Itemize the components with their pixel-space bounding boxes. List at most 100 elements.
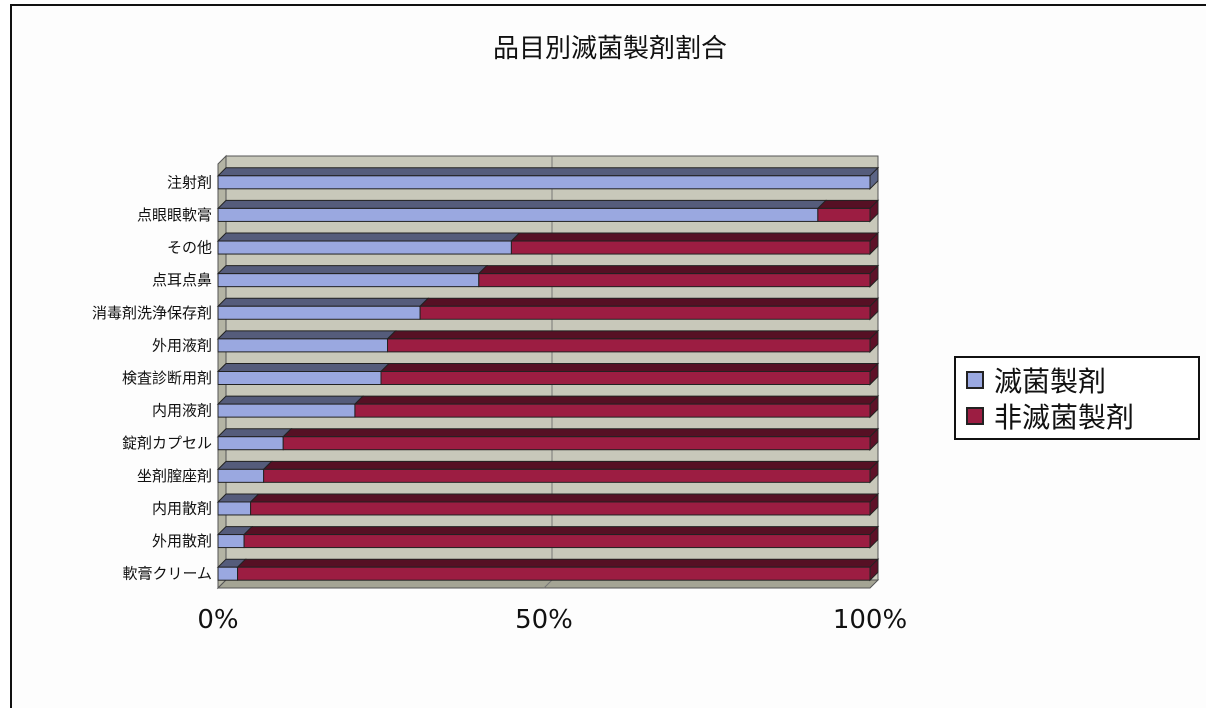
bar-nonsterile-8 bbox=[281, 427, 880, 451]
legend-item-nonsterile: 非滅菌製剤 bbox=[966, 398, 1198, 434]
x-tick-label-0: 0% bbox=[197, 605, 238, 635]
plot-area bbox=[216, 154, 880, 590]
bar-top-nonsterile-12 bbox=[236, 558, 880, 568]
bar-sterile-7 bbox=[216, 395, 365, 418]
bar-sterile-3 bbox=[216, 265, 489, 288]
bar-top-sterile-3 bbox=[216, 265, 489, 275]
x-axis-tick-labels: 0% 50% 100% bbox=[197, 605, 907, 635]
bar-top-sterile-7 bbox=[216, 395, 365, 405]
bar-nonsterile-6 bbox=[379, 362, 880, 386]
bar-side-nonsterile-11 bbox=[869, 525, 879, 549]
bar-top-nonsterile-6 bbox=[379, 363, 880, 372]
bar-sterile-1 bbox=[216, 199, 828, 222]
bar-top-nonsterile-9 bbox=[262, 460, 880, 470]
bar-top-sterile-1 bbox=[216, 199, 828, 209]
bar-side-nonsterile-12 bbox=[869, 557, 879, 582]
category-label-12: 軟膏クリーム bbox=[122, 565, 212, 583]
bar-front-nonsterile-6 bbox=[380, 371, 871, 385]
bar-nonsterile-2 bbox=[510, 231, 880, 256]
bar-nonsterile-1 bbox=[816, 199, 880, 223]
bar-top-sterile-0 bbox=[216, 167, 880, 177]
bar-sterile-4 bbox=[216, 297, 430, 320]
bar-sterile-8 bbox=[216, 428, 293, 451]
bar-side-nonsterile-3 bbox=[869, 264, 879, 288]
category-label-0: 注射剤 bbox=[167, 173, 212, 191]
bar-top-sterile-6 bbox=[216, 363, 391, 372]
bar-front-sterile-7 bbox=[217, 403, 356, 418]
bar-sterile-0 bbox=[216, 166, 880, 191]
bar-front-nonsterile-8 bbox=[282, 436, 871, 451]
category-label-2: その他 bbox=[167, 239, 212, 257]
bar-side-nonsterile-7 bbox=[869, 394, 879, 419]
gridline-50-floor bbox=[543, 579, 553, 589]
bar-top-nonsterile-11 bbox=[242, 526, 880, 536]
bar-front-nonsterile-9 bbox=[263, 468, 871, 483]
bar-top-nonsterile-10 bbox=[249, 493, 880, 503]
bar-front-sterile-6 bbox=[217, 371, 382, 385]
bar-front-sterile-3 bbox=[217, 273, 480, 288]
bar-top-sterile-8 bbox=[216, 428, 293, 438]
bar-front-sterile-11 bbox=[217, 534, 245, 549]
bar-side-nonsterile-1 bbox=[869, 199, 879, 223]
bar-front-nonsterile-10 bbox=[250, 501, 871, 516]
bar-front-sterile-4 bbox=[217, 305, 421, 320]
category-label-6: 検査診断用剤 bbox=[122, 369, 212, 387]
bar-nonsterile-4 bbox=[418, 297, 880, 321]
bar-front-sterile-5 bbox=[217, 338, 389, 353]
legend: 滅菌製剤 非滅菌製剤 bbox=[954, 356, 1200, 440]
bar-top-nonsterile-7 bbox=[353, 395, 880, 405]
bar-side-nonsterile-5 bbox=[869, 329, 879, 354]
bar-front-nonsterile-11 bbox=[243, 534, 871, 549]
bar-top-sterile-4 bbox=[216, 297, 430, 307]
x-tick-label-1: 50% bbox=[515, 605, 573, 635]
bar-front-nonsterile-1 bbox=[817, 207, 871, 222]
bar-sterile-6 bbox=[216, 363, 391, 385]
bar-front-sterile-10 bbox=[217, 501, 252, 516]
bar-nonsterile-11 bbox=[242, 525, 880, 549]
bar-top-sterile-5 bbox=[216, 330, 397, 340]
category-label-4: 消毒剤洗浄保存剤 bbox=[92, 304, 212, 322]
bar-front-nonsterile-7 bbox=[354, 403, 871, 418]
bar-side-nonsterile-8 bbox=[869, 427, 879, 451]
bar-side-nonsterile-6 bbox=[869, 362, 879, 386]
bar-front-nonsterile-2 bbox=[510, 240, 871, 255]
bar-top-sterile-2 bbox=[216, 232, 521, 242]
bar-top-nonsterile-2 bbox=[510, 232, 880, 242]
category-label-3: 点耳点鼻 bbox=[152, 271, 212, 289]
bar-top-nonsterile-5 bbox=[386, 330, 880, 340]
bar-front-sterile-1 bbox=[217, 207, 819, 222]
bar-side-sterile-0 bbox=[869, 166, 879, 191]
category-labels: 注射剤点眼眼軟膏その他点耳点鼻消毒剤洗浄保存剤外用液剤検査診断用剤内用液剤錠剤カ… bbox=[92, 173, 212, 582]
bar-nonsterile-12 bbox=[236, 557, 880, 582]
bar-nonsterile-3 bbox=[477, 264, 880, 288]
bar-top-nonsterile-1 bbox=[816, 199, 880, 209]
category-label-9: 坐剤膣座剤 bbox=[137, 467, 212, 485]
bar-side-nonsterile-2 bbox=[869, 231, 879, 256]
bar-front-sterile-8 bbox=[217, 436, 284, 451]
bar-nonsterile-5 bbox=[386, 329, 880, 354]
category-label-8: 錠剤カプセル bbox=[122, 434, 212, 452]
bar-front-nonsterile-12 bbox=[237, 566, 871, 581]
bar-front-nonsterile-3 bbox=[478, 273, 871, 288]
bar-sterile-9 bbox=[216, 460, 273, 483]
category-label-11: 外用散剤 bbox=[152, 532, 212, 550]
chart-title: 品目別滅菌製剤割合 bbox=[493, 34, 727, 64]
bar-top-nonsterile-3 bbox=[477, 265, 880, 275]
bar-side-nonsterile-4 bbox=[869, 297, 879, 321]
bar-side-nonsterile-9 bbox=[869, 460, 879, 484]
bar-front-sterile-12 bbox=[217, 566, 239, 581]
bar-top-nonsterile-4 bbox=[418, 297, 880, 307]
legend-swatch-nonsterile bbox=[966, 407, 984, 425]
legend-swatch-sterile bbox=[966, 371, 984, 389]
category-label-7: 内用液剤 bbox=[152, 402, 212, 420]
category-label-1: 点眼眼軟膏 bbox=[137, 206, 212, 224]
bar-side-nonsterile-10 bbox=[869, 492, 879, 517]
bar-sterile-2 bbox=[216, 232, 521, 255]
bar-top-nonsterile-8 bbox=[281, 428, 880, 438]
bar-sterile-12 bbox=[216, 558, 247, 581]
x-tick-label-2: 100% bbox=[833, 605, 907, 635]
bar-front-sterile-9 bbox=[217, 468, 265, 483]
bar-front-sterile-2 bbox=[217, 240, 512, 255]
category-label-10: 内用散剤 bbox=[152, 499, 212, 517]
